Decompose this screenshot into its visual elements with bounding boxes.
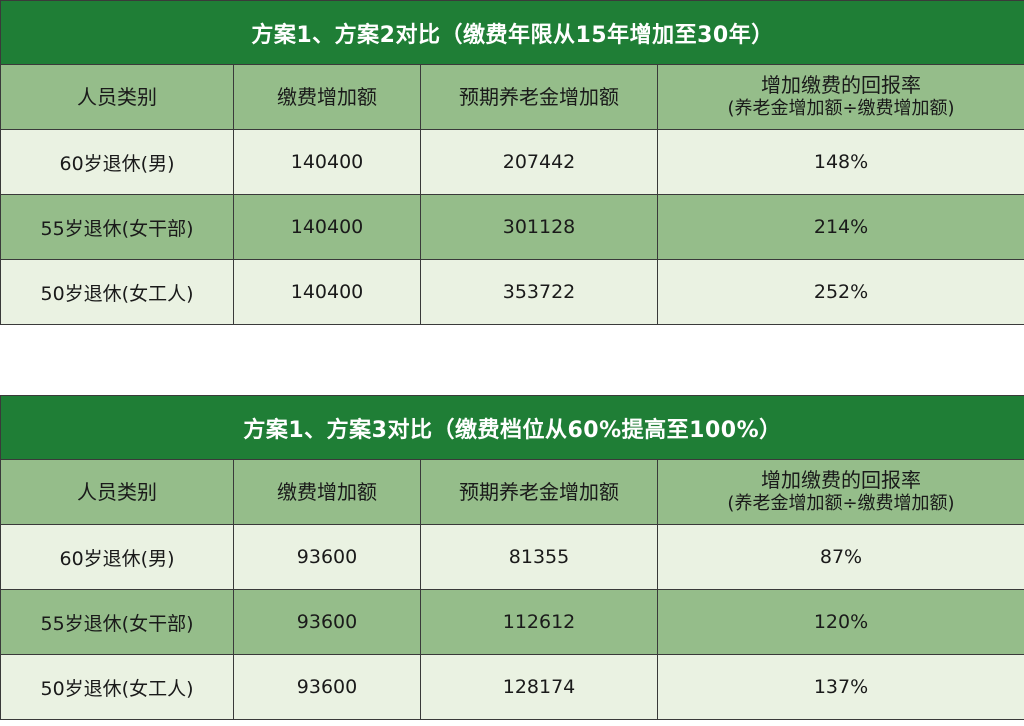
header-return-rate-formula: (养老金增加额÷缴费增加额) (727, 493, 955, 514)
cell-pension-increase: 353722 (420, 259, 658, 325)
cell-return-rate: 137% (657, 654, 1024, 720)
cell-pension-increase: 301128 (420, 194, 658, 260)
cell-contribution-increase: 140400 (233, 194, 421, 260)
cell-return-rate: 87% (657, 524, 1024, 590)
cell-category: 50岁退休(女工人) (0, 259, 234, 325)
cell-category: 55岁退休(女干部) (0, 589, 234, 655)
table-header-row: 人员类别 缴费增加额 预期养老金增加额 增加缴费的回报率 (养老金增加额÷缴费增… (0, 459, 1024, 525)
cell-pension-increase: 207442 (420, 129, 658, 195)
header-category: 人员类别 (0, 64, 234, 130)
header-contribution-increase: 缴费增加额 (233, 459, 421, 525)
table-row: 50岁退休(女工人) 93600 128174 137% (0, 654, 1024, 720)
comparison-table-plan1-plan3: 方案1、方案3对比（缴费档位从60%提高至100%） 人员类别 缴费增加额 预期… (0, 395, 1024, 720)
header-return-rate-label: 增加缴费的回报率 (761, 73, 922, 97)
header-contribution-increase: 缴费增加额 (233, 64, 421, 130)
table-title-row: 方案1、方案3对比（缴费档位从60%提高至100%） (0, 395, 1024, 460)
header-return-rate-label: 增加缴费的回报率 (761, 468, 921, 492)
cell-return-rate: 148% (656, 129, 1024, 195)
table-title: 方案1、方案3对比（缴费档位从60%提高至100%） (0, 395, 1024, 460)
cell-pension-increase: 81355 (420, 524, 658, 590)
cell-contribution-increase: 140400 (233, 129, 421, 195)
cell-contribution-increase: 140400 (233, 259, 421, 325)
cell-category: 60岁退休(男) (0, 524, 234, 590)
table-title: 方案1、方案2对比（缴费年限从15年增加至30年） (0, 0, 1024, 65)
cell-category: 55岁退休(女干部) (0, 194, 234, 260)
cell-contribution-increase: 93600 (233, 524, 421, 590)
header-return-rate: 增加缴费的回报率 (养老金增加额÷缴费增加额) (657, 459, 1024, 525)
table-row: 60岁退休(男) 140400 207442 148% (0, 129, 1024, 195)
cell-contribution-increase: 93600 (233, 654, 421, 720)
table-row: 60岁退休(男) 93600 81355 87% (0, 524, 1024, 590)
table-title-row: 方案1、方案2对比（缴费年限从15年增加至30年） (0, 0, 1024, 65)
cell-contribution-increase: 93600 (233, 589, 421, 655)
header-pension-increase: 预期养老金增加额 (420, 64, 658, 130)
cell-pension-increase: 112612 (420, 589, 658, 655)
header-return-rate-formula: (养老金增加额÷缴费增加额) (727, 98, 955, 119)
header-category: 人员类别 (0, 459, 234, 525)
cell-return-rate: 120% (657, 589, 1024, 655)
table-row: 55岁退休(女干部) 93600 112612 120% (0, 589, 1024, 655)
table-header-row: 人员类别 缴费增加额 预期养老金增加额 增加缴费的回报率 (养老金增加额÷缴费增… (0, 64, 1024, 130)
cell-return-rate: 252% (656, 259, 1024, 325)
table-row: 55岁退休(女干部) 140400 301128 214% (0, 194, 1024, 260)
cell-category: 50岁退休(女工人) (0, 654, 234, 720)
comparison-table-plan1-plan2: 方案1、方案2对比（缴费年限从15年增加至30年） 人员类别 缴费增加额 预期养… (0, 0, 1024, 325)
cell-return-rate: 214% (656, 194, 1024, 260)
cell-category: 60岁退休(男) (0, 129, 234, 195)
header-return-rate: 增加缴费的回报率 (养老金增加额÷缴费增加额) (656, 64, 1024, 130)
header-pension-increase: 预期养老金增加额 (420, 459, 658, 525)
cell-pension-increase: 128174 (420, 654, 658, 720)
table-row: 50岁退休(女工人) 140400 353722 252% (0, 259, 1024, 325)
